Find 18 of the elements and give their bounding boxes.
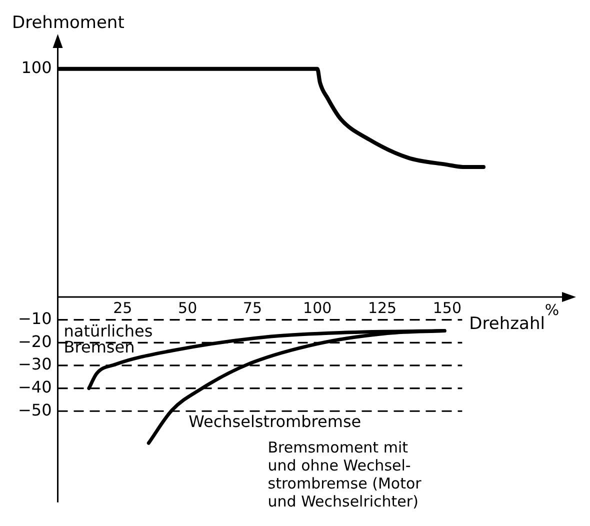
annotation: % — [544, 301, 560, 320]
series-label: natürliches Bremsen — [64, 321, 153, 356]
x-tick-label: 50 — [178, 298, 198, 317]
x-tick-label: 150 — [432, 298, 462, 317]
y-tick-label: −30 — [18, 354, 52, 374]
annotation: Bremsmoment mit und ohne Wechsel- strombremse (Motor und Wechselrichter) — [268, 438, 422, 510]
x-tick-label: 75 — [242, 298, 262, 317]
x-tick-label: 25 — [113, 298, 132, 317]
y-tick-label: −10 — [18, 308, 52, 328]
y-tick-label: −20 — [18, 332, 52, 351]
x-tick-label: 125 — [368, 298, 397, 317]
x-axis-title: Drehzahl — [469, 314, 545, 334]
series-label: Wechselstrombremse — [188, 412, 362, 432]
y-tick-label: 100 — [21, 58, 52, 77]
y-tick-label: −50 — [18, 400, 52, 420]
y-axis-title: Drehmoment — [12, 13, 125, 33]
x-tick-label: 100 — [303, 298, 332, 317]
y-tick-label: −40 — [18, 377, 52, 396]
